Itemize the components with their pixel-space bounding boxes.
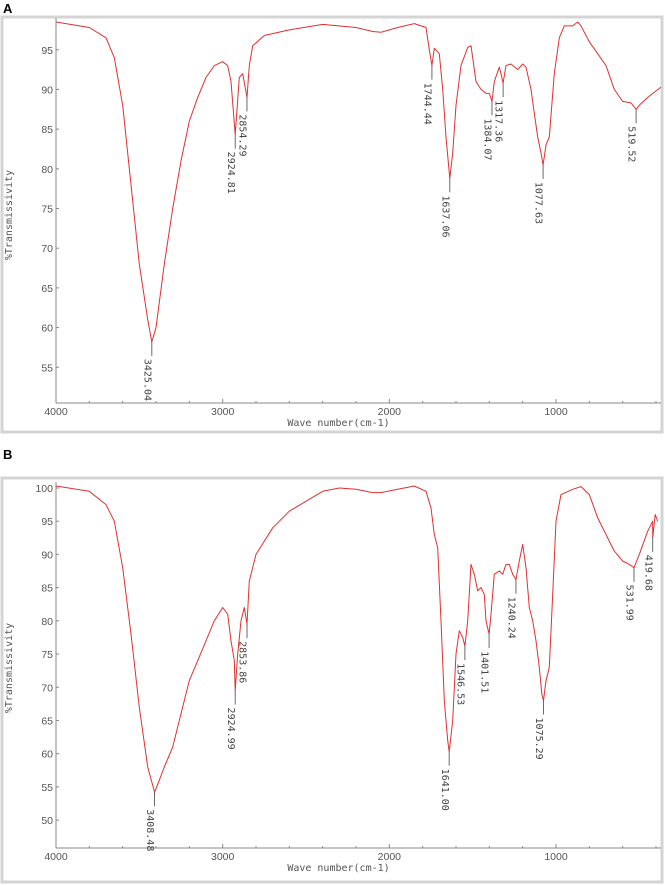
y-tick-label: 60	[41, 749, 53, 761]
peak-label: 2854.29	[237, 114, 248, 156]
spectrum-panel-b: 4000 3000 2000 1000 50 55 60 65 70 75 80 85 90 95 100 W…	[0, 476, 664, 884]
y-tick-label: 75	[41, 204, 53, 216]
y-tick-label: 65	[41, 715, 53, 727]
peak-labels: 3408.48 2924.99 2853.86 1641.00 1546.53 1401.…	[144, 537, 653, 851]
y-tick-label: 95	[41, 516, 53, 528]
y-tick-label: 90	[41, 549, 53, 561]
peak-label: 1546.53	[455, 663, 466, 705]
peak-label: 3408.48	[144, 809, 155, 851]
panel-label-a: A	[3, 1, 13, 16]
y-tick-label: 70	[41, 682, 53, 694]
x-tick-label: 1000	[544, 406, 568, 418]
x-tick-label: 4000	[44, 406, 68, 418]
peak-label: 1077.63	[533, 182, 544, 224]
y-tick-label: 65	[41, 283, 53, 295]
peak-label: 419.68	[642, 555, 653, 591]
y-tick-label: 90	[41, 84, 53, 96]
peak-label: 1744.44	[422, 83, 433, 125]
x-tick-label: 2000	[378, 406, 402, 418]
y-tick-label: 80	[41, 164, 53, 176]
peak-label: 2924.99	[225, 708, 236, 750]
spectrum-panel-a: 4000 3000 2000 1000 55 60 65 70 75 80 85 90 95 Wave n…	[0, 15, 664, 434]
y-tick-label: 55	[41, 782, 53, 794]
peak-label: 2924.81	[225, 152, 236, 194]
y-tick-label: 55	[41, 362, 53, 374]
y-tick-label: 60	[41, 323, 53, 335]
x-tick-label: 1000	[544, 851, 568, 863]
y-tick-label: 95	[41, 45, 53, 57]
peak-label: 1641.00	[439, 769, 450, 811]
peak-label: 531.99	[624, 585, 635, 621]
panel-label-b: B	[3, 447, 12, 462]
x-tick-label: 4000	[44, 851, 68, 863]
y-tick-label: 100	[35, 483, 53, 495]
y-tick-label: 70	[41, 243, 53, 255]
y-tick-label: 80	[41, 616, 53, 628]
spectrum-line	[55, 485, 659, 793]
peak-label: 1075.29	[533, 718, 544, 760]
x-tick-label: 2000	[378, 851, 402, 863]
peak-label: 1401.51	[479, 651, 490, 693]
peak-label: 519.52	[626, 126, 637, 162]
y-tick-label: 85	[41, 124, 53, 136]
peak-label: 3425.04	[141, 359, 152, 401]
y-axis-label: %Transmissivity	[4, 170, 15, 260]
plot-frame	[0, 476, 664, 884]
peak-label: 1317.36	[493, 100, 504, 142]
x-tick-label: 3000	[211, 851, 235, 863]
y-tick-label: 85	[41, 583, 53, 595]
y-tick-label: 50	[41, 815, 53, 827]
plot-frame	[0, 15, 664, 434]
x-axis-label: Wave number(cm-1)	[287, 863, 389, 874]
peak-label: 1384.07	[482, 118, 493, 160]
x-axis-label: Wave number(cm-1)	[287, 418, 389, 429]
x-tick-label: 3000	[211, 406, 235, 418]
y-tick-label: 75	[41, 649, 53, 661]
spectrum-line	[55, 21, 662, 343]
peak-label: 2853.86	[237, 641, 248, 683]
y-axis-label: %Transmissivity	[4, 623, 15, 713]
peak-label: 1637.06	[439, 195, 450, 237]
peak-label: 1240.24	[506, 597, 517, 639]
